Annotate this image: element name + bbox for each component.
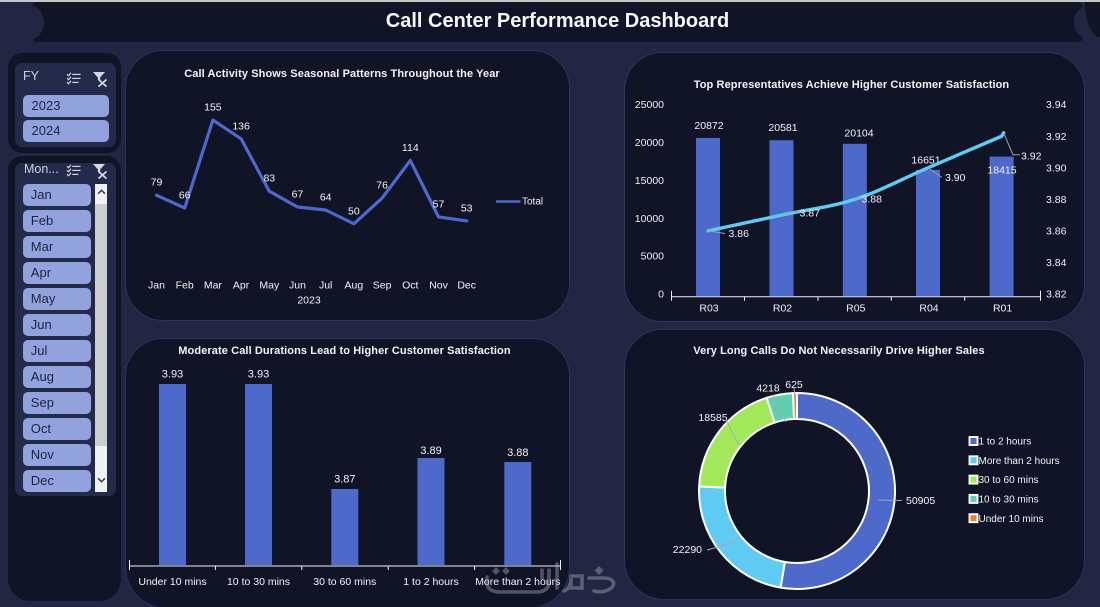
svg-text:Sep: Sep [373, 280, 392, 292]
svg-text:3.88: 3.88 [507, 447, 528, 459]
svg-text:3.84: 3.84 [1046, 257, 1067, 269]
svg-text:3.88: 3.88 [1046, 194, 1067, 206]
svg-text:3.93: 3.93 [248, 369, 269, 381]
svg-text:20104: 20104 [844, 127, 873, 139]
svg-text:625: 625 [785, 379, 803, 391]
svg-text:R02: R02 [773, 303, 792, 315]
svg-text:Apr: Apr [233, 280, 250, 292]
svg-text:Aug: Aug [345, 280, 364, 292]
svg-text:3.94: 3.94 [1046, 99, 1067, 111]
svg-text:3.87: 3.87 [800, 207, 821, 219]
svg-text:More than 2 hours: More than 2 hours [979, 456, 1060, 467]
svg-text:3.88: 3.88 [862, 193, 883, 205]
svg-text:18415: 18415 [987, 165, 1016, 177]
svg-text:0: 0 [658, 289, 664, 301]
svg-text:Dec: Dec [457, 280, 476, 292]
svg-text:May: May [259, 280, 280, 292]
svg-text:30 to 60 mins: 30 to 60 mins [313, 576, 376, 588]
svg-text:3.89: 3.89 [420, 445, 441, 457]
svg-text:R04: R04 [919, 303, 938, 315]
svg-text:57: 57 [433, 198, 445, 210]
svg-text:67: 67 [292, 189, 304, 201]
svg-text:Jan: Jan [148, 280, 165, 292]
svg-text:16651: 16651 [911, 155, 940, 167]
svg-text:Total: Total [522, 197, 543, 208]
svg-text:83: 83 [263, 173, 275, 185]
svg-text:4218: 4218 [756, 382, 780, 394]
svg-text:53: 53 [461, 202, 473, 214]
svg-text:155: 155 [204, 102, 222, 114]
svg-text:136: 136 [232, 120, 250, 132]
svg-text:5000: 5000 [641, 251, 665, 263]
svg-text:Jun: Jun [289, 280, 306, 292]
svg-text:76: 76 [376, 180, 388, 192]
svg-text:Mar: Mar [204, 280, 223, 292]
svg-text:20872: 20872 [694, 120, 723, 132]
svg-text:114: 114 [402, 142, 419, 154]
svg-text:Oct: Oct [402, 280, 418, 292]
svg-text:20000: 20000 [635, 137, 664, 149]
svg-text:2023: 2023 [297, 295, 321, 307]
svg-text:22290: 22290 [673, 544, 702, 556]
svg-text:10000: 10000 [635, 213, 664, 225]
svg-text:Under 10 mins: Under 10 mins [979, 514, 1044, 525]
svg-text:10 to 30 mins: 10 to 30 mins [227, 576, 290, 588]
svg-text:Under 10 mins: Under 10 mins [138, 576, 206, 588]
svg-text:3.87: 3.87 [334, 474, 355, 486]
svg-text:3.86: 3.86 [1046, 225, 1067, 237]
svg-text:3.82: 3.82 [1046, 289, 1067, 301]
svg-text:R05: R05 [846, 303, 865, 315]
svg-text:R01: R01 [993, 303, 1012, 315]
svg-text:50: 50 [348, 205, 360, 217]
svg-text:3.86: 3.86 [729, 228, 750, 240]
svg-text:Nov: Nov [429, 280, 448, 292]
svg-text:3.92: 3.92 [1021, 151, 1042, 163]
svg-text:10 to 30 mins: 10 to 30 mins [979, 494, 1039, 505]
svg-text:64: 64 [320, 191, 332, 203]
svg-text:3.90: 3.90 [945, 172, 966, 184]
svg-text:3.90: 3.90 [1046, 162, 1067, 174]
svg-text:More than 2 hours: More than 2 hours [475, 576, 560, 588]
svg-text:20581: 20581 [768, 122, 797, 134]
svg-text:Feb: Feb [176, 280, 194, 292]
svg-text:15000: 15000 [635, 175, 664, 187]
svg-text:3.93: 3.93 [162, 369, 183, 381]
svg-text:30 to 60 mins: 30 to 60 mins [979, 475, 1039, 486]
svg-text:50905: 50905 [906, 495, 935, 507]
svg-text:3.92: 3.92 [1046, 131, 1067, 143]
svg-text:18585: 18585 [698, 412, 727, 424]
svg-text:1 to 2 hours: 1 to 2 hours [403, 576, 458, 588]
svg-text:R03: R03 [699, 303, 718, 315]
svg-text:79: 79 [151, 177, 163, 189]
svg-text:25000: 25000 [635, 99, 664, 111]
svg-text:1 to 2 hours: 1 to 2 hours [979, 437, 1032, 448]
svg-text:Jul: Jul [319, 280, 332, 292]
svg-text:66: 66 [179, 190, 191, 202]
